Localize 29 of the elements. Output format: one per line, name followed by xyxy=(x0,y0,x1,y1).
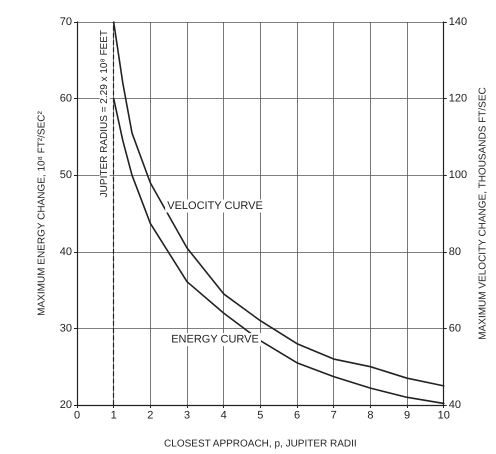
x-tick-label: 9 xyxy=(404,410,410,422)
annotation: JUPITER RADIUS = 2.29 x 10⁸ FEET xyxy=(99,30,110,198)
y2-tick-label: 120 xyxy=(448,92,468,105)
x-tick-label: 8 xyxy=(367,410,374,422)
x-tick-label: 4 xyxy=(220,410,227,422)
x-tick-label: 5 xyxy=(257,410,264,422)
y2-tick-label: 140 xyxy=(448,16,468,28)
x-tick-label: 1 xyxy=(110,410,117,422)
y2-tick-label: 100 xyxy=(448,169,468,182)
y-tick-label: 20 xyxy=(60,399,72,411)
y2-tick-label: 80 xyxy=(448,246,461,258)
y2-tick-label: 60 xyxy=(448,322,461,334)
x-tick-label: 6 xyxy=(294,410,300,422)
y-tick-label: 50 xyxy=(60,169,72,182)
y-tick-label: 70 xyxy=(60,16,72,28)
x-tick-label: 0 xyxy=(74,410,80,422)
x-axis-title: CLOSEST APPROACH, p, JUPITER RADII xyxy=(164,438,357,450)
y2-axis-title: MAXIMUM VELOCITY CHANGE, THOUSANDS FT/SEC xyxy=(478,87,488,340)
y2-tick-label: 40 xyxy=(448,399,461,411)
y-tick-label: 40 xyxy=(60,246,72,258)
x-tick-label: 10 xyxy=(438,410,450,422)
y-tick-label: 60 xyxy=(60,92,72,105)
x-tick-label: 7 xyxy=(330,410,337,422)
x-tick-label: 2 xyxy=(147,410,154,422)
series-label: VELOCITY CURVE xyxy=(167,200,263,212)
series-label: ENERGY CURVE xyxy=(171,334,259,346)
y-tick-label: 30 xyxy=(60,322,72,334)
y-axis-title: MAXIMUM ENERGY CHANGE, 10⁸ FT²/SEC² xyxy=(36,110,48,316)
x-tick-label: 3 xyxy=(184,410,190,422)
